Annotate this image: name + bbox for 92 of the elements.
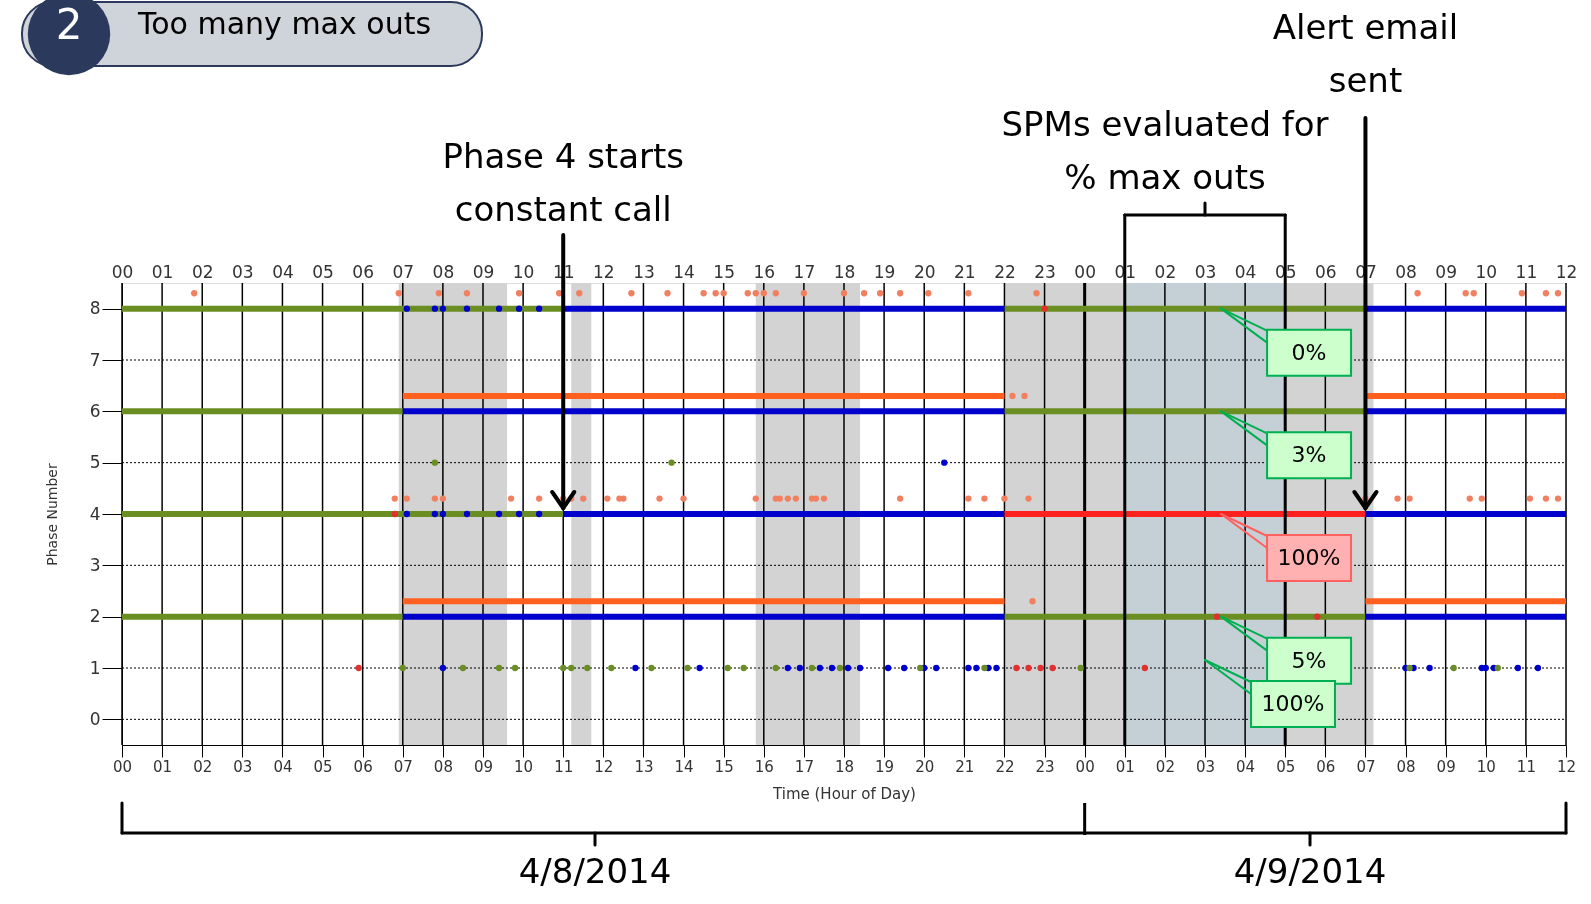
x-tick-label: 20: [913, 261, 936, 282]
x2-tick-label: 12: [1556, 757, 1577, 776]
x-tick-label: 19: [873, 261, 896, 282]
chart-title: Too many max outs: [137, 6, 432, 41]
x2-tick-label: 11: [554, 757, 574, 776]
x2-tick-label: 04: [273, 757, 293, 776]
x-tick-label: 00: [1074, 261, 1096, 282]
x2-tick-label: 16: [754, 757, 774, 776]
y-tick-label: 5: [89, 452, 101, 473]
y-tick-label: 3: [89, 554, 101, 575]
x2-tick-label: 19: [875, 757, 895, 776]
x-tick-label: 13: [633, 261, 655, 282]
x2-tick-label: 22: [995, 757, 1015, 776]
x2-tick-label: 10: [514, 757, 534, 776]
x-tick-label: 21: [954, 261, 976, 282]
x2-tick-label: 10: [1476, 757, 1496, 776]
text: SPMs evaluated for % max outs: [1001, 104, 1329, 197]
annotation: 0%: [1291, 339, 1327, 365]
x2-tick-label: 15: [714, 757, 734, 776]
annotation: Alert email sent: [1272, 7, 1459, 100]
x-tick-label: 04: [1234, 261, 1257, 282]
x-tick-label: 01: [151, 261, 174, 282]
y-tick-label: 7: [89, 349, 101, 370]
x2-tick-label: 04: [1236, 757, 1256, 776]
x2-tick-label: 18: [834, 757, 855, 776]
x-tick-label: 03: [1194, 261, 1217, 282]
x2-tick-label: 00: [112, 757, 133, 776]
annotation: 3%: [1291, 442, 1327, 468]
y-tick-label: 1: [89, 657, 101, 678]
x-axis-title: Time (Hour of Day): [772, 784, 916, 803]
x2-tick-label: 17: [794, 757, 814, 776]
x2-tick-label: 07: [393, 757, 413, 776]
x-tick-label: 23: [1034, 261, 1056, 282]
x2-tick-label: 11: [1516, 757, 1536, 776]
x-tick-label: 07: [392, 261, 415, 282]
x2-tick-label: 09: [473, 757, 494, 776]
x2-tick-label: 12: [594, 757, 614, 776]
annotation: 100%: [1261, 691, 1325, 716]
x-tick-label: 03: [232, 261, 254, 282]
x2-tick-label: 20: [915, 757, 935, 776]
annotation: Phase 4 starts constant call: [442, 136, 685, 229]
y-tick-label: 6: [89, 400, 101, 421]
x-tick-label: 18: [833, 261, 856, 282]
x2-tick-label: 02: [1155, 757, 1175, 776]
x-tick-label: 12: [593, 261, 615, 282]
annotation: 5%: [1291, 647, 1327, 673]
x2-tick-label: 05: [1276, 757, 1296, 776]
x-tick-label: 09: [1435, 261, 1457, 282]
x-tick-label: 15: [713, 261, 735, 282]
x-tick-label: 22: [994, 261, 1016, 282]
x2-tick-label: 06: [1316, 757, 1336, 776]
y-tick-label: 2: [89, 606, 101, 627]
x-tick-label: 02: [1154, 261, 1177, 282]
x-tick-label: 12: [1555, 261, 1578, 282]
x2-tick-label: 21: [955, 757, 975, 776]
x-tick-label: 04: [272, 261, 294, 282]
x2-tick-label: 00: [1075, 757, 1095, 776]
x2-tick-label: 14: [674, 757, 694, 776]
x-tick-label: 08: [432, 261, 455, 282]
x2-tick-label: 08: [1396, 757, 1416, 776]
annotation: 100%: [1277, 545, 1341, 570]
text: 4/9/2014: [1233, 851, 1387, 891]
x2-tick-label: 05: [313, 757, 333, 776]
x-tick-label: 11: [1515, 261, 1538, 282]
x2-tick-label: 13: [634, 757, 654, 776]
x-tick-label: 05: [312, 261, 334, 282]
x-tick-label: 10: [1475, 261, 1498, 282]
x2-tick-label: 08: [433, 757, 453, 776]
y-tick-label: 8: [89, 298, 101, 319]
x2-tick-label: 01: [1115, 757, 1135, 776]
x-tick-label: 17: [793, 261, 816, 282]
x-tick-label: 16: [753, 261, 776, 282]
y-axis-title: Phase Number: [43, 463, 60, 566]
x2-tick-label: 02: [193, 757, 213, 776]
x2-tick-label: 03: [233, 757, 253, 776]
x-tick-label: 06: [1315, 261, 1337, 282]
x-tick-label: 10: [512, 261, 535, 282]
x2-tick-label: 07: [1356, 757, 1376, 776]
x2-tick-label: 06: [353, 757, 373, 776]
x-tick-label: 14: [673, 261, 695, 282]
y-tick-label: 0: [89, 708, 101, 729]
x-tick-label: 06: [352, 261, 374, 282]
x2-tick-label: 09: [1436, 757, 1456, 776]
x-tick-label: 08: [1395, 261, 1417, 282]
text: 4/8/2014: [518, 851, 672, 891]
x-tick-label: 00: [111, 261, 134, 282]
y-tick-label: 4: [89, 503, 101, 524]
x-tick-label: 02: [191, 261, 214, 282]
x-tick-label: 09: [472, 261, 495, 282]
x2-tick-label: 01: [153, 757, 173, 776]
x2-tick-label: 23: [1035, 757, 1055, 776]
x2-tick-label: 03: [1195, 757, 1216, 776]
